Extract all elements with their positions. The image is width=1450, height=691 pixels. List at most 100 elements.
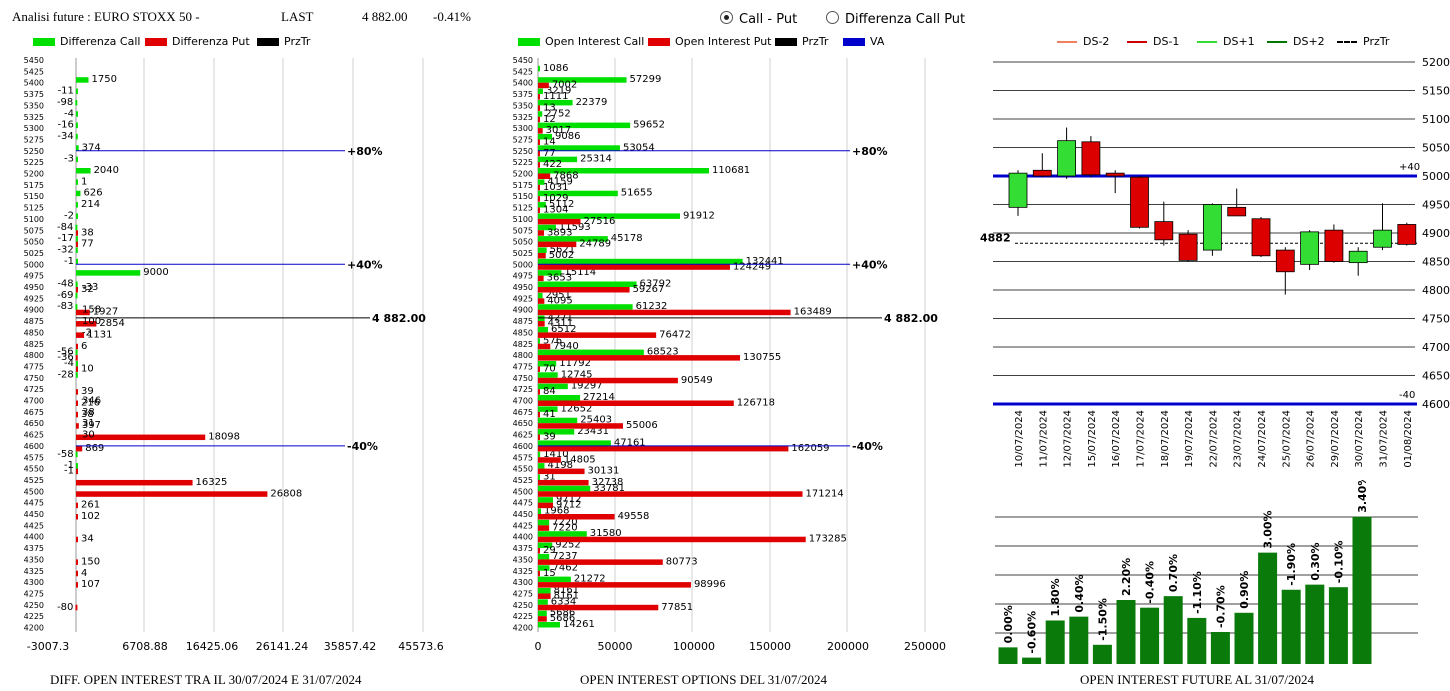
data-label: 33781: [593, 483, 625, 494]
bar: [75, 304, 78, 310]
candle-body: [1081, 141, 1101, 176]
bar: [538, 377, 678, 384]
oi-bar-label: 0.30%: [1309, 542, 1322, 580]
bar: [538, 525, 550, 531]
data-label: 374: [82, 142, 101, 153]
bar: [75, 372, 78, 378]
data-label: -56: [57, 347, 73, 358]
data-label: 158: [82, 305, 101, 316]
oi-bar-label: -0.40%: [1144, 561, 1157, 604]
x-tick-label: 250000: [904, 640, 946, 653]
reference-label: +40%: [852, 258, 888, 271]
oi-bar: [1045, 620, 1065, 664]
instrument-title: Analisi future : EURO STOXX 50 -: [12, 9, 200, 24]
bar: [76, 445, 83, 452]
data-label: 124249: [733, 261, 771, 272]
data-label: -4: [64, 108, 74, 119]
data-label: 24789: [579, 239, 611, 250]
data-label: 19297: [571, 381, 603, 392]
data-label: -28: [57, 369, 73, 380]
data-label: -4: [64, 358, 74, 369]
y-tick-label: 5075: [513, 226, 533, 235]
data-label: -33: [82, 282, 98, 293]
bar: [75, 224, 78, 231]
data-label: -58: [57, 449, 73, 460]
data-label: 1029: [543, 193, 568, 204]
candle-body: [1348, 250, 1368, 264]
x-tick-label: 150000: [749, 640, 791, 653]
legend-label: PrzTr: [1363, 35, 1390, 48]
legend-swatch: [648, 38, 670, 46]
y-tick-label: 5225: [24, 158, 44, 167]
y-tick-label: 5175: [24, 181, 44, 190]
y-tick-label: 4950: [24, 283, 44, 292]
data-label: 90549: [681, 375, 713, 386]
data-label: 1111: [543, 91, 568, 102]
legend-swatch: [1197, 41, 1217, 43]
bar: [538, 202, 546, 208]
bar: [76, 168, 91, 174]
candle-body: [1227, 206, 1247, 217]
bar: [538, 531, 587, 537]
candle-body: [1032, 169, 1052, 177]
bar: [538, 264, 730, 270]
bar: [538, 94, 540, 100]
reference-label: 4 882.00: [884, 312, 938, 325]
bar: [538, 355, 741, 361]
y-tick-label: 5350: [24, 101, 44, 110]
legend-item: DS-2: [1057, 35, 1109, 48]
data-label: 2854: [99, 318, 124, 329]
data-label: 4: [81, 568, 87, 579]
bar: [76, 491, 268, 497]
y-tick-label: 5450: [513, 56, 533, 65]
data-label: 346: [82, 396, 101, 407]
candle-body: [1057, 140, 1076, 177]
y-tick-label: 4950: [1422, 199, 1450, 212]
legend-item: Open Interest Put: [648, 35, 772, 48]
oi-bar: [1352, 516, 1372, 664]
data-label: 7220: [552, 517, 577, 528]
y-tick-label: 4950: [513, 283, 533, 292]
open-interest-options-chart: 5450 5425 5400 5375 5350 5325 5300 5275 5250 5225…: [513, 56, 946, 653]
data-label: 6: [81, 341, 87, 352]
y-tick-label: 4325: [24, 567, 44, 576]
candle-body: [1275, 249, 1295, 273]
y-tick-label: 4275: [24, 589, 44, 598]
bar: [76, 434, 206, 441]
y-tick-label: 4875: [513, 317, 533, 326]
oi-bar: [1328, 587, 1348, 664]
data-label: 216: [81, 398, 100, 409]
bar: [538, 445, 789, 452]
bar: [538, 304, 633, 310]
y-tick-label: 4800: [1422, 284, 1450, 297]
bar: [538, 400, 734, 406]
y-tick-label: 5000: [513, 260, 533, 269]
y-tick-label: 5150: [513, 192, 533, 201]
data-label: 10: [81, 363, 94, 374]
y-tick-label: 4525: [513, 476, 533, 485]
legend-swatch: [775, 38, 797, 46]
data-label: 422: [543, 159, 562, 170]
data-label: 7220: [552, 522, 577, 533]
bar: [538, 616, 547, 622]
bar: [538, 343, 551, 350]
bar: [538, 542, 553, 549]
x-tick-label: 6708.88: [122, 640, 168, 653]
radio-diff-call-put[interactable]: Differenza Call Put: [826, 11, 965, 27]
data-label: 1750: [91, 74, 116, 85]
radio-call-put[interactable]: Call - Put: [720, 11, 797, 27]
oi-bar: [1187, 617, 1207, 664]
last-label: LAST: [281, 9, 314, 24]
data-label: 22379: [576, 97, 608, 108]
bar: [75, 236, 78, 242]
y-tick-label: 4750: [513, 374, 533, 383]
data-label: 30131: [588, 466, 620, 477]
data-label: -16: [58, 120, 74, 131]
y-tick-label: 4375: [24, 544, 44, 553]
legend-swatch: [518, 38, 540, 46]
bar: [76, 270, 141, 276]
x-tick-label: 26/07/2024: [1306, 410, 1317, 468]
data-label: -32: [57, 244, 73, 255]
oi-bar-label: 1.80%: [1049, 578, 1062, 616]
y-tick-label: 4400: [24, 533, 44, 542]
